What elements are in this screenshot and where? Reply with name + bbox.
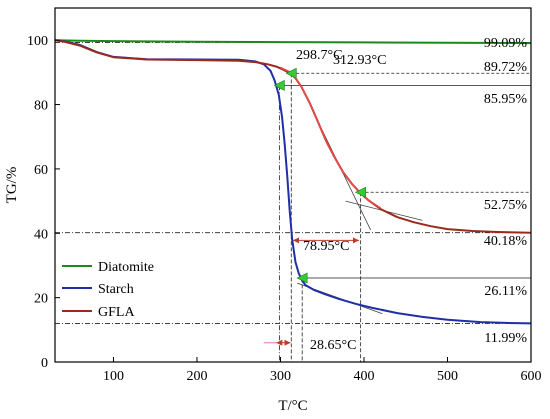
annotation-label: 89.72% bbox=[484, 60, 528, 75]
x-axis-label: T/°C bbox=[278, 398, 307, 414]
y-tick-label: 20 bbox=[34, 292, 48, 307]
y-axis-label: TG/% bbox=[4, 167, 20, 204]
marker-starch-onset bbox=[273, 79, 285, 91]
y-tick-label: 40 bbox=[34, 227, 48, 242]
tick-layer: 100 200 300 400 500 600 0 20 40 60 80 100 bbox=[27, 34, 542, 384]
series-line-starch bbox=[54, 39, 532, 325]
range-arrow-78-head-right bbox=[352, 237, 359, 244]
annotation-label: 298.7°C bbox=[296, 48, 342, 63]
y-tick-label: 0 bbox=[41, 356, 48, 371]
x-tick-label: 200 bbox=[186, 369, 207, 384]
legend-label: Diatomite bbox=[98, 260, 154, 275]
annotation-label: 52.75% bbox=[484, 198, 528, 213]
annotation-layer: 99.09% 89.72% 85.95% 52.75% 40.18% 26.11% 11.9… bbox=[296, 36, 527, 353]
marker-starch-endset bbox=[296, 272, 308, 284]
y-tick-label: 100 bbox=[27, 34, 48, 49]
range-arrow-78-head-left bbox=[293, 237, 299, 244]
marker-layer bbox=[263, 67, 366, 346]
series-line-diatomite bbox=[54, 39, 532, 45]
x-tick-label: 500 bbox=[437, 369, 458, 384]
annotation-label: 28.65°C bbox=[310, 338, 356, 353]
plot-frame bbox=[54, 7, 532, 363]
range-arrow-28-head-left bbox=[276, 339, 283, 346]
annotation-label: 78.95°C bbox=[303, 239, 349, 254]
annotation-label: 11.99% bbox=[484, 331, 527, 346]
legend-label: GFLA bbox=[98, 305, 135, 320]
marker-gfla-endset bbox=[354, 186, 366, 198]
annotation-label: 312.93°C bbox=[333, 53, 386, 68]
range-arrow-28-head-right bbox=[284, 339, 291, 346]
tangent-line-gfla-a bbox=[321, 130, 372, 231]
y-tick-label: 60 bbox=[34, 163, 48, 178]
x-tick-label: 100 bbox=[103, 369, 124, 384]
legend-label: Starch bbox=[98, 282, 134, 297]
x-tick-label: 600 bbox=[521, 369, 542, 384]
legend: Diatomite Starch GFLA bbox=[62, 260, 154, 320]
series-layer bbox=[54, 39, 532, 325]
annotation-label: 99.09% bbox=[484, 36, 528, 51]
x-tick-label: 300 bbox=[270, 369, 291, 384]
series-line-gfla bbox=[54, 39, 532, 234]
annotation-label: 85.95% bbox=[484, 92, 528, 107]
marker-gfla-onset bbox=[285, 67, 297, 79]
y-tick-label: 80 bbox=[34, 99, 48, 114]
x-tick-label: 400 bbox=[353, 369, 374, 384]
annotation-label: 40.18% bbox=[484, 234, 528, 249]
annotation-label: 26.11% bbox=[484, 284, 527, 299]
